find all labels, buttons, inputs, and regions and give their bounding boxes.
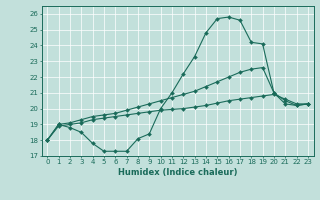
X-axis label: Humidex (Indice chaleur): Humidex (Indice chaleur)	[118, 168, 237, 177]
